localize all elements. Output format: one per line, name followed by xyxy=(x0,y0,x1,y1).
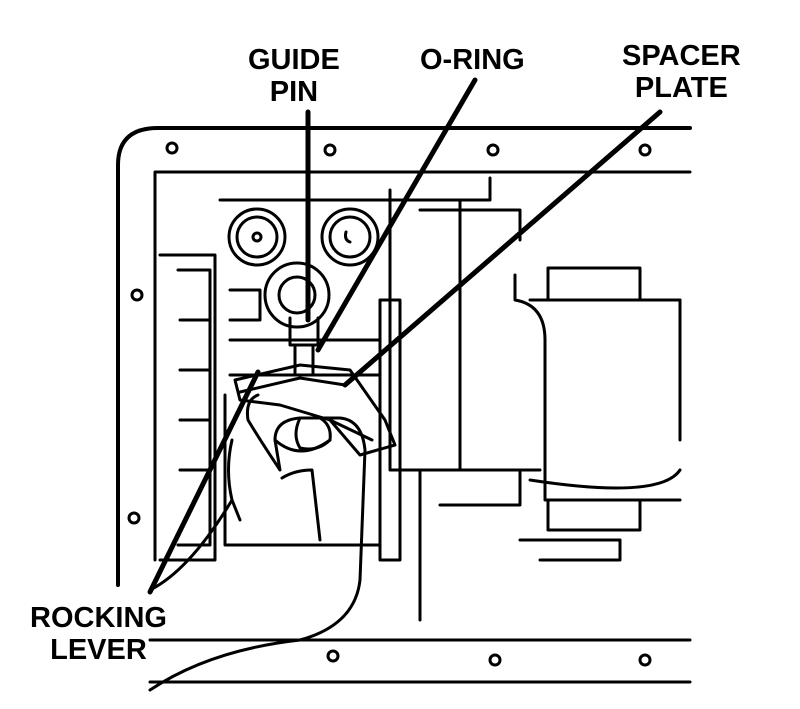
spacer-plate-label-line-2: PLATE xyxy=(634,72,728,104)
guide-pin-label-line-1: GUIDE xyxy=(248,44,340,76)
rocking-lever-label-line-1: ROCKING xyxy=(30,602,167,634)
valve-body xyxy=(158,176,522,622)
guide-pin-label-line-2: PIN xyxy=(269,76,319,108)
rocking-lever-part xyxy=(233,363,397,457)
case-flange xyxy=(116,126,692,587)
case-flange-bottom xyxy=(148,638,692,684)
servo-drum xyxy=(398,266,682,562)
o-ring-label-text: O-RING xyxy=(420,44,525,76)
round-plugs xyxy=(227,207,380,267)
spacer-plate-leader xyxy=(342,109,663,388)
o-ring-label: O-RING xyxy=(420,44,525,76)
o-ring-leader xyxy=(315,77,478,353)
leader-lines xyxy=(147,77,663,595)
bolt-holes xyxy=(127,141,652,667)
guide-pin-boss xyxy=(263,261,331,377)
guide-pin-label: GUIDE PIN xyxy=(248,44,340,108)
spacer-plate-label-line-1: SPACER xyxy=(622,40,741,72)
rocking-lever-label-line-2: LEVER xyxy=(50,634,147,666)
hand xyxy=(148,393,367,692)
rocking-lever-label: ROCKING LEVER xyxy=(30,602,167,666)
case-inner-edge xyxy=(153,170,692,562)
rocking-lever-leader xyxy=(147,369,261,595)
spacer-plate-label: SPACER PLATE xyxy=(622,40,741,104)
